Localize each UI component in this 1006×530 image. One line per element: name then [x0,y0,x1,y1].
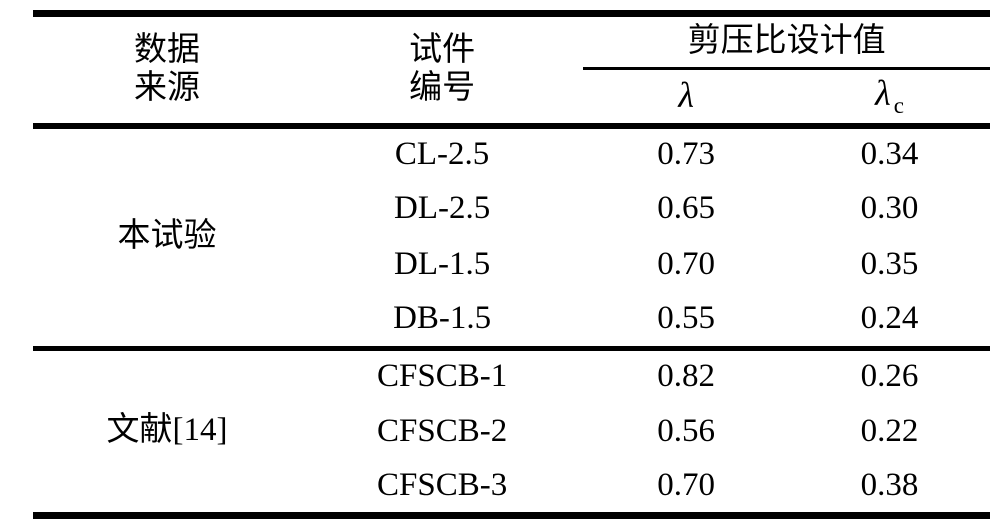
header-specimen-id-line2: 编号 [409,69,476,106]
lambda-c-symbol: λ [875,73,891,114]
header-data-source: 数据 来源 [33,13,301,129]
lambda-c-cell: 0.35 [860,245,919,282]
lambda-c-subscript: c [893,93,904,119]
table-header-row-1: 数据 来源 试件 编号 剪压比设计值 [33,13,990,129]
table-row: 本试验 CL-2.5 0.73 0.34 [33,126,990,254]
lambda-cell: 0.73 [657,135,716,172]
lambda-cell: 0.55 [657,300,716,337]
lambda-c-cell: 0.34 [860,135,919,172]
specimen-cell: DL-2.5 [393,190,491,227]
lambda-c-cell: 0.24 [860,300,919,337]
specimen-cell: CFSCB-1 [300,345,584,405]
header-lambda: λ [583,68,790,129]
specimen-cell: DL-1.5 [393,245,491,282]
header-specimen-id: 试件 编号 [300,13,584,129]
specimen-cell: DB-1.5 [393,300,492,337]
lambda-c-cell: 0.30 [860,190,919,227]
header-data-source-line2: 来源 [133,69,200,106]
table-row: DB-1.5 0.55 0.24 [33,293,990,349]
table-row: 文献[14] CFSCB-1 0.82 0.26 [33,345,990,516]
header-data-source-line1: 数据 [133,31,200,68]
source-cell-this-test: 本试验 [117,218,217,255]
lambda-symbol: λ [678,75,694,116]
specimen-cell: CL-2.5 [394,135,490,172]
table-row: DL-2.5 0.65 0.30 [33,181,990,237]
lambda-cell: 0.56 [657,412,716,449]
source-cell-reference-14: 文献[14] [33,345,301,516]
lambda-c-cell: 0.22 [860,412,919,449]
lambda-c-cell: 0.26 [789,345,990,405]
header-shear-compression-design-value: 剪压比设计值 [583,13,990,70]
header-specimen-id-line1: 试件 [409,31,476,68]
lambda-cell: 0.70 [657,245,716,282]
lambda-c-cell: 0.38 [860,466,919,503]
lambda-cell: 0.70 [657,466,716,503]
lambda-cell: 0.65 [657,190,716,227]
specimen-cell: CFSCB-2 [376,412,508,449]
table-row: DL-1.5 0.70 0.35 [33,237,990,293]
table-row: CFSCB-2 0.56 0.22 [33,404,990,460]
table-row: CFSCB-3 0.70 0.38 [33,460,990,516]
specimen-cell: CFSCB-3 [376,466,508,503]
lambda-cell: 0.82 [583,345,790,405]
